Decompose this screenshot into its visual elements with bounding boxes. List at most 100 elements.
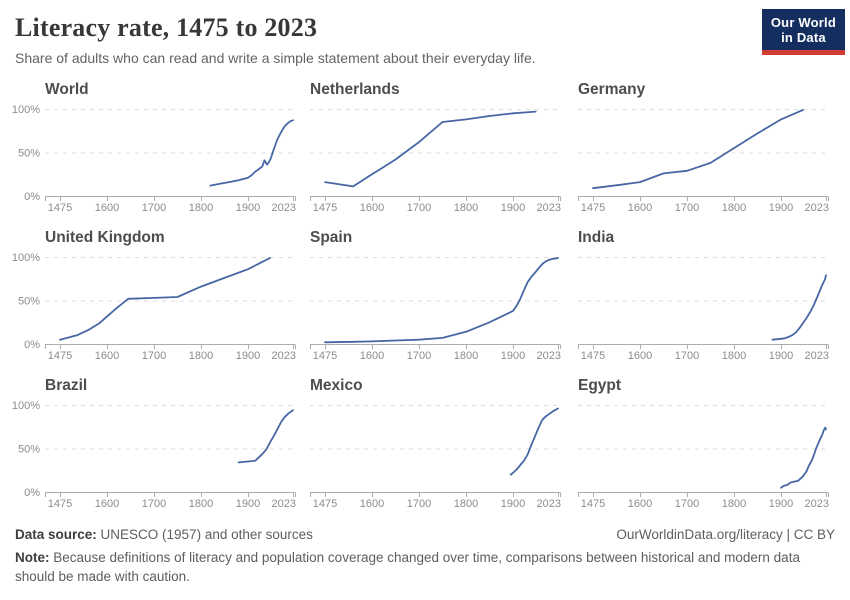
x-tick-label: 1600 — [628, 498, 652, 510]
x-tick-label: 2023 — [537, 498, 561, 510]
facet-title: Germany — [578, 81, 646, 98]
facet-spain: Spain 1475 1600 1700 1800 1900 2023 — [310, 228, 578, 366]
literacy-line — [780, 426, 827, 489]
x-tick-label: 1900 — [236, 202, 260, 214]
facet-netherlands: Netherlands 1475 1600 1700 1800 1900 2023 — [310, 80, 578, 218]
facet-plot-united-kingdom[interactable]: 1475 1600 1700 1800 1900 2023 0% 50% 100% — [12, 248, 298, 366]
facet-plot-india[interactable]: 1475 1600 1700 1800 1900 2023 — [578, 248, 831, 366]
x-tick-label: 1800 — [722, 498, 746, 510]
literacy-line — [59, 256, 271, 341]
literacy-line — [592, 108, 804, 190]
x-tick-label: 1600 — [95, 202, 119, 214]
x-tick-label: 1600 — [628, 202, 652, 214]
x-tick-label: 1900 — [236, 350, 260, 362]
x-tick-label: 2023 — [805, 498, 829, 510]
x-tick-label: 1600 — [95, 350, 119, 362]
x-tick-label: 1475 — [48, 350, 72, 362]
x-tick-label: 1700 — [142, 350, 166, 362]
facet-germany: Germany 1475 1600 1700 1800 1900 2023 — [578, 80, 846, 218]
x-tick-label: 1900 — [769, 498, 793, 510]
facet-title: Mexico — [310, 377, 363, 394]
x-tick-label: 1475 — [581, 498, 605, 510]
facet-plot-netherlands[interactable]: 1475 1600 1700 1800 1900 2023 — [310, 100, 563, 218]
x-tick-label: 1800 — [189, 350, 213, 362]
owid-logo[interactable]: Our World in Data — [761, 9, 845, 55]
literacy-line — [324, 256, 559, 344]
chart-subtitle: Share of adults who can read and write a… — [15, 50, 536, 66]
x-tick-label: 2023 — [272, 202, 296, 214]
x-tick-label: 1700 — [407, 202, 431, 214]
y-tick-label: 100% — [12, 252, 40, 264]
x-tick-label: 1600 — [95, 498, 119, 510]
x-tick-label: 1800 — [189, 498, 213, 510]
facet-plot-mexico[interactable]: 1475 1600 1700 1800 1900 2023 — [310, 396, 563, 514]
note-text: Because definitions of literacy and popu… — [15, 550, 800, 585]
x-tick-label: 1700 — [407, 498, 431, 510]
facet-plot-brazil[interactable]: 1475 1600 1700 1800 1900 2023 0% 50% 100% — [12, 396, 298, 514]
facet-title: Brazil — [45, 377, 88, 394]
facet-title: Netherlands — [310, 81, 400, 98]
x-tick-label: 1475 — [313, 498, 337, 510]
literacy-line — [324, 110, 537, 188]
header: Literacy rate, 1475 to 2023 Share of adu… — [0, 0, 850, 66]
owid-logo-line2: in Data — [781, 30, 826, 45]
x-tick-label: 1800 — [722, 350, 746, 362]
facet-egypt: Egypt 1475 1600 1700 1800 1900 2023 — [578, 376, 846, 514]
literacy-line — [509, 407, 559, 476]
x-tick-label: 1800 — [454, 202, 478, 214]
x-tick-label: 1475 — [581, 202, 605, 214]
x-tick-label: 1900 — [501, 202, 525, 214]
x-tick-label: 2023 — [537, 350, 561, 362]
x-tick-label: 2023 — [272, 498, 296, 510]
x-tick-label: 1900 — [501, 498, 525, 510]
y-tick-label: 50% — [18, 148, 40, 160]
facet-plot-spain[interactable]: 1475 1600 1700 1800 1900 2023 — [310, 248, 563, 366]
x-tick-label: 2023 — [537, 202, 561, 214]
facet-brazil: Brazil 1475 1600 1700 1800 1900 2023 0% 50% 100% — [12, 376, 310, 514]
facet-india: India 1475 1600 1700 1800 1900 2023 — [578, 228, 846, 366]
x-tick-label: 2023 — [805, 202, 829, 214]
x-tick-label: 1800 — [722, 202, 746, 214]
x-tick-label: 1700 — [142, 202, 166, 214]
y-tick-label: 0% — [24, 487, 40, 499]
data-source-line: Data source: UNESCO (1957) and other sou… — [15, 527, 313, 542]
y-tick-label: 50% — [18, 444, 40, 456]
x-tick-label: 1700 — [407, 350, 431, 362]
x-tick-label: 1600 — [360, 202, 384, 214]
y-tick-label: 0% — [24, 191, 40, 203]
x-tick-label: 1475 — [48, 498, 72, 510]
x-tick-label: 1600 — [360, 498, 384, 510]
footer-note: Note: Because definitions of literacy an… — [15, 548, 835, 586]
facet-united-kingdom: United Kingdom 1475 1600 1700 1800 1900 2023 0%… — [12, 228, 310, 366]
facet-title: World — [45, 81, 89, 98]
y-tick-label: 100% — [12, 400, 40, 412]
x-tick-label: 2023 — [805, 350, 829, 362]
x-tick-label: 1475 — [313, 350, 337, 362]
x-tick-label: 1600 — [628, 350, 652, 362]
x-tick-label: 1900 — [769, 202, 793, 214]
x-tick-label: 1800 — [454, 498, 478, 510]
facet-title: Egypt — [578, 377, 622, 394]
facet-plot-world[interactable]: 1475 1600 1700 1800 1900 2023 0% 50% 100% — [12, 100, 298, 218]
x-tick-label: 2023 — [272, 350, 296, 362]
footer-link[interactable]: OurWorldinData.org/literacy | CC BY — [616, 527, 835, 542]
owid-logo-line1: Our World — [770, 15, 836, 30]
y-tick-label: 50% — [18, 296, 40, 308]
charts-grid: World 1475 1600 1700 1800 1900 2023 0% 50% 100% Ne… — [0, 80, 850, 514]
facet-world: World 1475 1600 1700 1800 1900 2023 0% 50% 100% — [12, 80, 310, 218]
x-tick-label: 1700 — [675, 498, 699, 510]
data-source-label: Data source: — [15, 527, 97, 542]
x-tick-label: 1700 — [142, 498, 166, 510]
x-tick-label: 1900 — [769, 350, 793, 362]
y-tick-label: 0% — [24, 339, 40, 351]
x-tick-label: 1700 — [675, 202, 699, 214]
footer: Data source: UNESCO (1957) and other sou… — [0, 514, 850, 586]
facet-title: India — [578, 229, 615, 246]
facet-plot-egypt[interactable]: 1475 1600 1700 1800 1900 2023 — [578, 396, 831, 514]
x-tick-label: 1475 — [313, 202, 337, 214]
literacy-line — [237, 409, 294, 464]
x-tick-label: 1800 — [454, 350, 478, 362]
facet-plot-germany[interactable]: 1475 1600 1700 1800 1900 2023 — [578, 100, 831, 218]
data-source-text: UNESCO (1957) and other sources — [96, 527, 313, 542]
literacy-line — [209, 119, 294, 187]
